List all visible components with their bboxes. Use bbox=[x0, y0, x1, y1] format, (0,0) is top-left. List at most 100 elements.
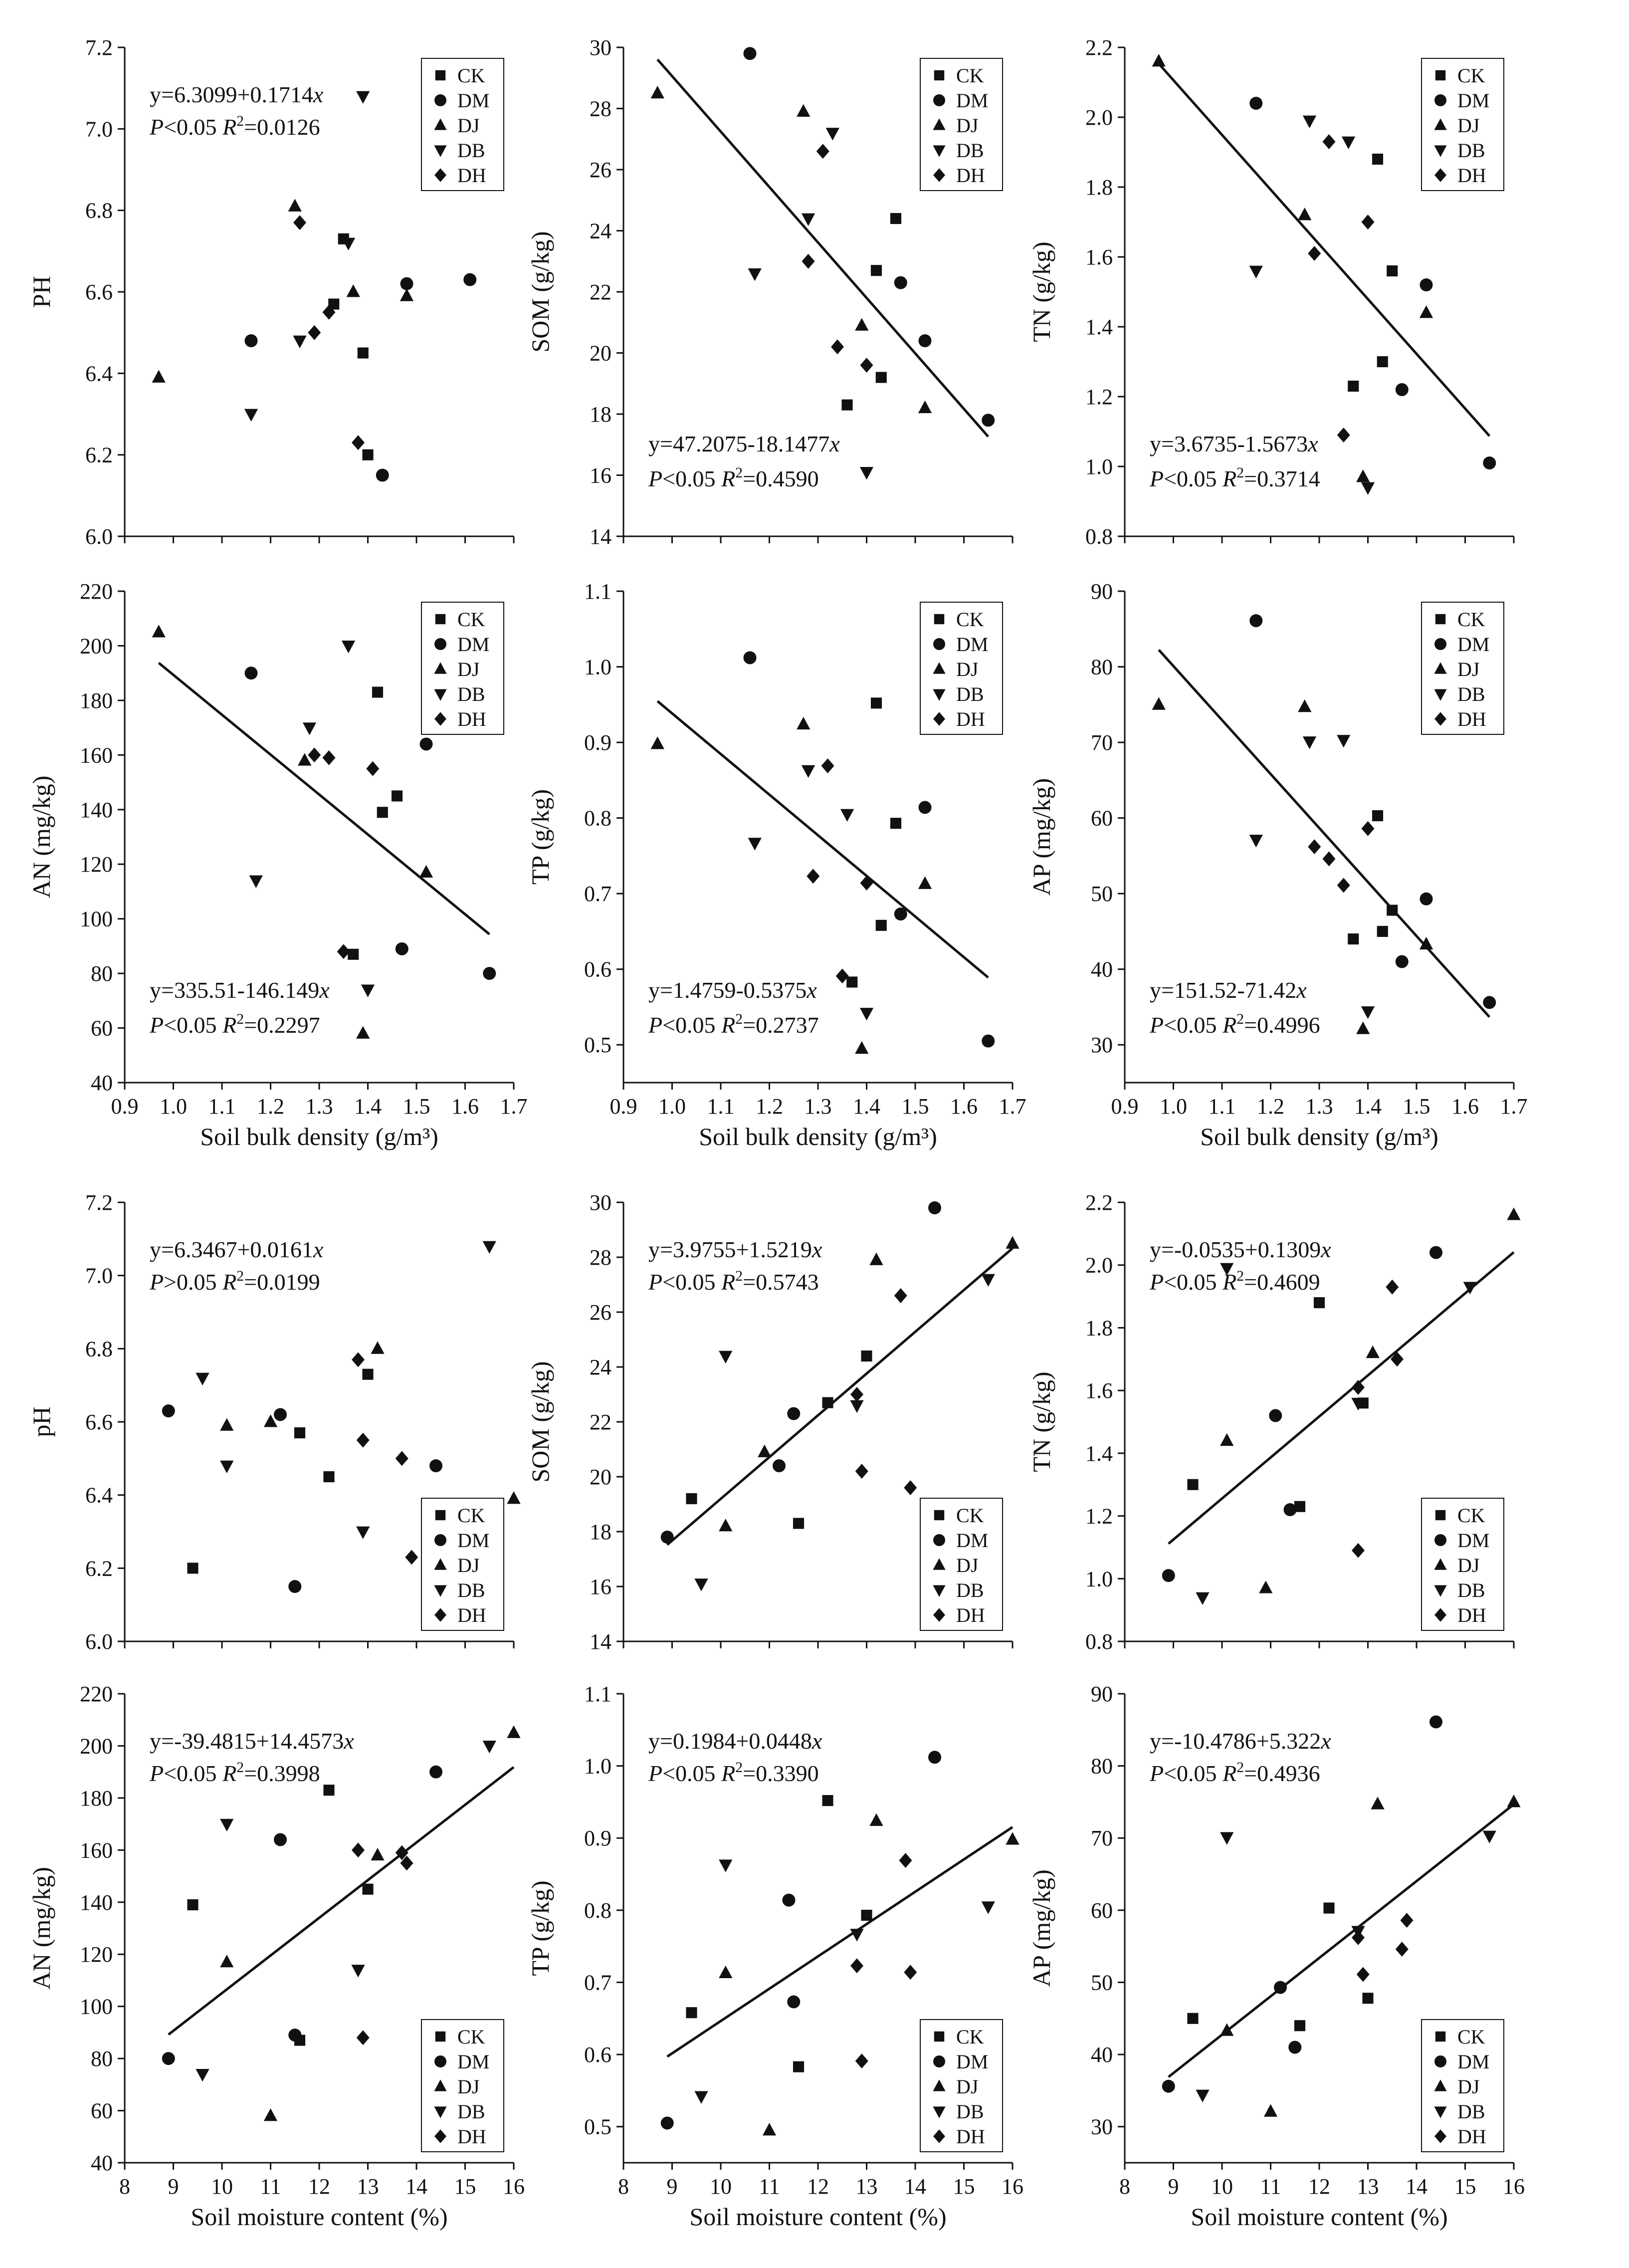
point-ck bbox=[890, 213, 902, 225]
point-db bbox=[801, 765, 815, 778]
point-dh bbox=[850, 1387, 863, 1402]
y-axis-label: SOM (g/kg) bbox=[526, 231, 554, 352]
y-tick-label: 0.8 bbox=[584, 806, 611, 831]
fit-line bbox=[1158, 649, 1491, 1018]
point-db bbox=[1196, 1592, 1210, 1605]
legend-triangle-down-icon bbox=[434, 145, 447, 157]
point-db bbox=[220, 1818, 234, 1832]
x-tick-label: 9 bbox=[1168, 2174, 1179, 2199]
y-tick-label: 7.0 bbox=[85, 1264, 113, 1288]
x-tick-label: 1.0 bbox=[160, 1094, 187, 1119]
point-ck bbox=[1294, 1501, 1306, 1512]
legend-triangle-down-icon bbox=[434, 1585, 447, 1597]
legend-triangle-up-icon bbox=[933, 1558, 946, 1570]
y-tick-label: 1.8 bbox=[1085, 1316, 1113, 1340]
x-tick-label: 16 bbox=[503, 2174, 525, 2199]
y-tick-label: 6.0 bbox=[85, 1629, 113, 1654]
point-ck bbox=[1294, 2020, 1306, 2032]
point-dm bbox=[743, 651, 757, 665]
point-dm bbox=[894, 276, 907, 289]
point-dm bbox=[395, 942, 408, 955]
y-tick-label: 60 bbox=[91, 2099, 113, 2123]
y-tick-label: 80 bbox=[1091, 1754, 1113, 1779]
regression-stats: P<0.05 R2=0.3998 bbox=[149, 1759, 320, 1786]
y-tick-label: 40 bbox=[1091, 957, 1113, 982]
x-tick-label: 1.6 bbox=[451, 1094, 479, 1119]
legend-box bbox=[421, 1498, 504, 1631]
point-dh bbox=[356, 2030, 370, 2045]
legend-label-dh: DH bbox=[457, 2125, 486, 2148]
legend-circle-icon bbox=[434, 2055, 446, 2067]
y-tick-label: 20 bbox=[590, 341, 611, 366]
y-tick-label: 1.6 bbox=[1085, 245, 1113, 269]
legend-square-icon bbox=[934, 1510, 945, 1521]
point-dj bbox=[855, 1041, 869, 1054]
y-tick-label: 6.0 bbox=[85, 524, 113, 549]
point-ck bbox=[1372, 153, 1384, 165]
point-dh bbox=[308, 747, 321, 763]
y-tick-label: 6.4 bbox=[85, 361, 113, 386]
point-dh bbox=[1391, 1352, 1404, 1367]
point-dh bbox=[802, 253, 815, 269]
point-db bbox=[341, 237, 356, 250]
x-axis-label: Soil moisture content (%) bbox=[689, 2203, 946, 2231]
point-ck bbox=[686, 1493, 697, 1505]
legend-label-ck: CK bbox=[1457, 2026, 1485, 2048]
y-tick-label: 2.0 bbox=[1085, 105, 1113, 130]
y-tick-label: 7.0 bbox=[85, 117, 113, 141]
legend-square-icon bbox=[1435, 70, 1446, 81]
point-dh bbox=[395, 1845, 408, 1860]
x-tick-label: 14 bbox=[1406, 2174, 1427, 2199]
point-dm bbox=[982, 414, 995, 427]
legend-diamond-icon bbox=[1434, 2129, 1446, 2143]
legend-label-dh: DH bbox=[1457, 2125, 1486, 2148]
y-tick-label: 22 bbox=[590, 1410, 611, 1434]
point-ck bbox=[875, 372, 887, 383]
point-dm bbox=[274, 1833, 287, 1846]
point-dj bbox=[1259, 1581, 1273, 1593]
point-dm bbox=[787, 1995, 801, 2009]
legend-circle-icon bbox=[933, 94, 945, 106]
legend-label-db: DB bbox=[1457, 683, 1485, 705]
y-tick-label: 0.7 bbox=[584, 882, 611, 906]
point-dh bbox=[293, 215, 306, 230]
panel-som-mc: 14 16 18 20 22 24 26 28 30 SOM (g/kg) y=3.9755+1.5… bbox=[526, 1190, 1019, 1654]
point-dh bbox=[894, 1288, 907, 1303]
point-ck bbox=[861, 1909, 872, 1921]
regression-stats: P<0.05 R2=0.3390 bbox=[648, 1759, 819, 1786]
legend-circle-icon bbox=[933, 2055, 945, 2067]
point-dm bbox=[982, 1034, 995, 1048]
point-db bbox=[1361, 1006, 1375, 1019]
point-ck bbox=[357, 347, 369, 359]
legend-diamond-icon bbox=[434, 2129, 446, 2143]
legend-label-dm: DM bbox=[956, 633, 988, 656]
x-tick-label: 14 bbox=[406, 2174, 427, 2199]
point-dj bbox=[1220, 2023, 1234, 2036]
point-dh bbox=[1337, 878, 1350, 893]
x-tick-label: 1.4 bbox=[1354, 1094, 1382, 1119]
legend-box bbox=[1421, 602, 1504, 735]
y-tick-label: 30 bbox=[1091, 2115, 1113, 2139]
x-axis-label: Soil moisture content (%) bbox=[1191, 2203, 1447, 2231]
point-ck bbox=[1323, 1902, 1335, 1914]
point-db bbox=[351, 1965, 365, 1978]
point-dh bbox=[1361, 821, 1375, 836]
point-dj bbox=[1366, 1345, 1380, 1359]
point-ck bbox=[187, 1563, 199, 1574]
legend-box bbox=[1421, 1498, 1504, 1631]
legend-triangle-down-icon bbox=[1434, 1585, 1447, 1597]
point-db bbox=[1220, 1832, 1234, 1845]
point-dm bbox=[1429, 1246, 1442, 1259]
point-dj bbox=[918, 400, 932, 414]
point-dh bbox=[308, 325, 321, 340]
y-tick-label: 60 bbox=[1091, 1898, 1113, 1923]
regression-stats: P<0.05 R2=0.4996 bbox=[1149, 1011, 1320, 1038]
point-dh bbox=[904, 1965, 917, 1980]
y-tick-label: 16 bbox=[590, 1575, 611, 1599]
legend-label-dj: DJ bbox=[1457, 658, 1479, 680]
legend-label-dh: DH bbox=[457, 708, 486, 730]
point-db bbox=[801, 213, 815, 226]
legend-square-icon bbox=[435, 1510, 446, 1521]
point-dm bbox=[419, 737, 433, 751]
